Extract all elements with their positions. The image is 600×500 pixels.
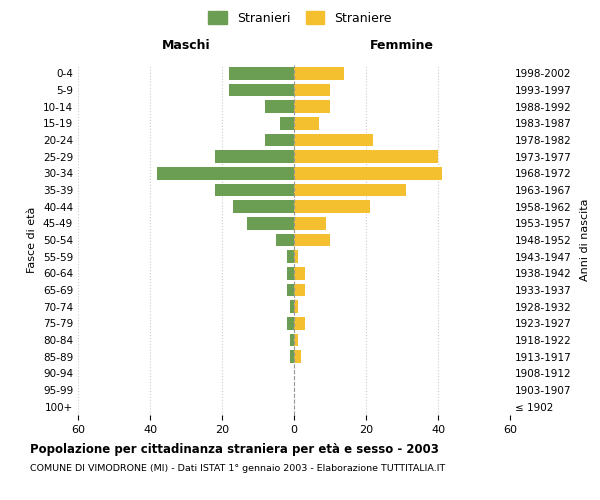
Bar — [229, 67, 294, 80]
Y-axis label: Anni di nascita: Anni di nascita — [580, 198, 590, 281]
Bar — [247, 217, 294, 230]
Bar — [287, 284, 294, 296]
Bar — [290, 334, 294, 346]
Bar — [157, 167, 294, 179]
Bar — [265, 100, 294, 113]
Bar — [294, 200, 370, 213]
Bar — [294, 84, 330, 96]
Bar — [294, 67, 344, 80]
Bar — [290, 300, 294, 313]
Bar — [287, 250, 294, 263]
Bar — [290, 350, 294, 363]
Bar — [294, 334, 298, 346]
Text: COMUNE DI VIMODRONE (MI) - Dati ISTAT 1° gennaio 2003 - Elaborazione TUTTITALIA.: COMUNE DI VIMODRONE (MI) - Dati ISTAT 1°… — [30, 464, 445, 473]
Bar — [294, 300, 298, 313]
Bar — [294, 317, 305, 330]
Bar — [294, 184, 406, 196]
Bar — [294, 117, 319, 130]
Bar — [294, 100, 330, 113]
Bar — [265, 134, 294, 146]
Y-axis label: Fasce di età: Fasce di età — [28, 207, 37, 273]
Bar — [294, 350, 301, 363]
Bar — [294, 150, 438, 163]
Text: Maschi: Maschi — [161, 38, 211, 52]
Bar — [229, 84, 294, 96]
Bar — [287, 267, 294, 280]
Bar — [294, 284, 305, 296]
Bar — [294, 250, 298, 263]
Bar — [287, 317, 294, 330]
Bar — [276, 234, 294, 246]
Text: Popolazione per cittadinanza straniera per età e sesso - 2003: Popolazione per cittadinanza straniera p… — [30, 442, 439, 456]
Bar — [215, 184, 294, 196]
Bar — [215, 150, 294, 163]
Bar — [294, 267, 305, 280]
Text: Femmine: Femmine — [370, 38, 434, 52]
Bar — [294, 217, 326, 230]
Bar — [294, 167, 442, 179]
Bar — [294, 234, 330, 246]
Bar — [294, 134, 373, 146]
Bar — [280, 117, 294, 130]
Bar — [233, 200, 294, 213]
Legend: Stranieri, Straniere: Stranieri, Straniere — [208, 11, 392, 25]
